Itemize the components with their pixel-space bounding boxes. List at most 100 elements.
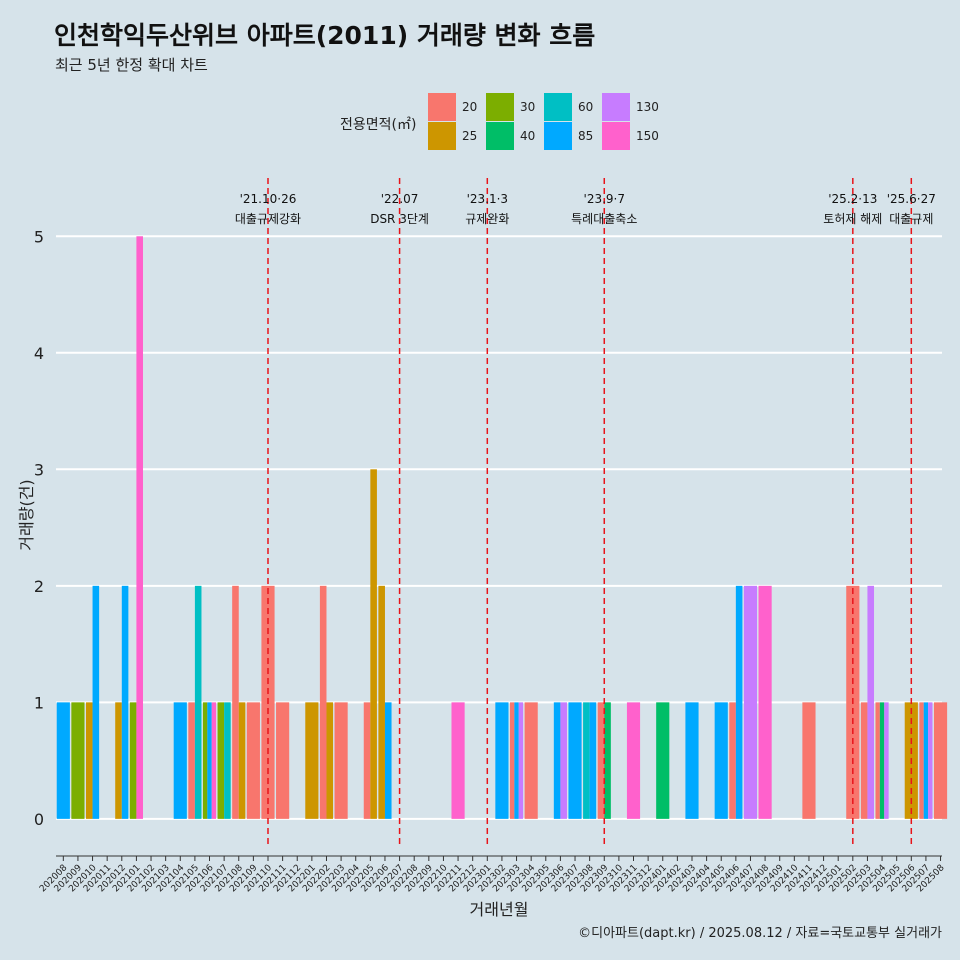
event-text-label: 특례대출축소	[571, 212, 637, 226]
bar-202411-20	[802, 702, 816, 819]
legend-item-60: 60	[544, 93, 593, 121]
y-axis-title: 거래량(건)	[17, 479, 36, 550]
bar-202308-60	[583, 702, 590, 819]
bar-202302-85	[495, 702, 509, 819]
source-caption: ©디아파트(dapt.kr) / 2025.08.12 / 자료=국토교통부 실…	[578, 926, 942, 941]
bar-202306-85	[553, 702, 561, 819]
bar-202108-25	[238, 702, 246, 819]
y-tick-label: 3	[34, 460, 44, 479]
legend-swatch-30	[486, 93, 514, 121]
event-date-label: '25.6·27	[887, 192, 936, 206]
legend-label-130: 130	[636, 100, 659, 114]
legend-label-60: 60	[578, 100, 594, 114]
bar-202507-85	[923, 702, 929, 819]
legend-label-30: 30	[520, 100, 536, 114]
bar-202106-85	[207, 702, 212, 819]
legend-swatch-60	[544, 93, 572, 121]
bar-202503-130	[867, 585, 875, 819]
bar-202408-150	[758, 585, 772, 819]
event-text-label: 규제완화	[465, 212, 509, 226]
bar-202008-85	[56, 702, 70, 819]
bar-202503-20	[860, 702, 868, 819]
y-tick-label: 1	[34, 693, 44, 712]
bar-202104-85	[173, 702, 187, 819]
bar-202206-25	[378, 585, 385, 819]
legend-swatch-150	[602, 122, 630, 150]
legend-label-25: 25	[462, 129, 478, 143]
bar-202012-25	[115, 702, 122, 819]
bar-202109-20	[246, 702, 260, 819]
event-date-label: '22.07	[381, 192, 419, 206]
bar-202106-150	[211, 702, 217, 819]
chart-subtitle: 최근 5년 한정 확대 차트	[55, 56, 208, 74]
bar-202101-30	[129, 702, 137, 819]
bar-202108-20	[232, 585, 239, 819]
chart-title: 인천학익두산위브 아파트(2011) 거래량 변화 흐름	[54, 21, 596, 50]
legend-swatch-85	[544, 122, 572, 150]
bar-202307-85	[568, 702, 582, 819]
bar-202504-40	[879, 702, 885, 819]
bar-202309-20	[597, 702, 605, 819]
legend-item-150: 150	[602, 122, 659, 150]
bar-202010-85	[92, 585, 100, 819]
bar-202303-20	[509, 702, 515, 819]
bar-202211-150	[451, 702, 465, 819]
bar-202303-85	[514, 702, 519, 819]
bar-202106-30	[202, 702, 208, 819]
bar-202508-20	[933, 702, 948, 819]
bar-202105-60	[194, 585, 202, 819]
bar-202010-25	[85, 702, 93, 819]
bar-202405-85	[714, 702, 728, 819]
legend-item-130: 130	[602, 93, 659, 121]
legend-title: 전용면적(㎡)	[340, 117, 417, 133]
legend-label-85: 85	[578, 129, 594, 143]
legend-swatch-25	[428, 122, 456, 150]
legend-item-40: 40	[486, 122, 535, 150]
bar-202507-130	[928, 702, 933, 819]
y-tick-label: 5	[34, 227, 44, 246]
event-text-label: 토허제 해제	[823, 212, 882, 226]
event-text-label: 대출규제강화	[235, 212, 301, 226]
event-date-label: '23.1·3	[467, 192, 508, 206]
legend-item-85: 85	[544, 122, 593, 150]
y-tick-label: 2	[34, 577, 44, 596]
bar-202504-20	[875, 702, 880, 819]
bar-202205-25	[370, 469, 377, 819]
bar-202504-130	[884, 702, 889, 819]
legend-swatch-20	[428, 93, 456, 121]
bar-202107-30	[217, 702, 225, 819]
bar-202406-85	[735, 585, 743, 819]
bar-202306-130	[560, 702, 567, 819]
legend-label-150: 150	[636, 129, 659, 143]
bar-202303-130	[518, 702, 524, 819]
event-date-label: '25.2·13	[828, 192, 877, 206]
bar-202202-20	[319, 585, 327, 819]
bar-202101-150	[136, 236, 143, 819]
bar-202407-130	[743, 585, 758, 819]
bar-202311-150	[626, 702, 641, 819]
bar-202203-20	[334, 702, 348, 819]
legend-item-30: 30	[486, 93, 535, 121]
y-tick-label: 4	[34, 344, 44, 363]
bar-202205-20	[363, 702, 371, 819]
bar-202105-20	[188, 702, 195, 819]
y-tick-label: 0	[34, 810, 44, 829]
legend-item-20: 20	[428, 93, 477, 121]
bar-202012-85	[121, 585, 129, 819]
event-text-label: 대출규제	[889, 212, 933, 226]
legend-item-25: 25	[428, 122, 477, 150]
event-text-label: DSR 3단계	[370, 212, 429, 226]
legend-swatch-40	[486, 122, 514, 150]
event-date-label: '21.10·26	[240, 192, 297, 206]
bar-202111-20	[276, 702, 290, 819]
legend-swatch-130	[602, 93, 630, 121]
bar-202403-85	[685, 702, 699, 819]
bar-202308-85	[589, 702, 597, 819]
bar-202304-20	[524, 702, 538, 819]
bar-202206-85	[384, 702, 392, 819]
bar-202507-20	[919, 702, 924, 819]
bar-202309-40	[604, 702, 611, 819]
bar-202401-40	[656, 702, 670, 819]
legend-label-20: 20	[462, 100, 478, 114]
